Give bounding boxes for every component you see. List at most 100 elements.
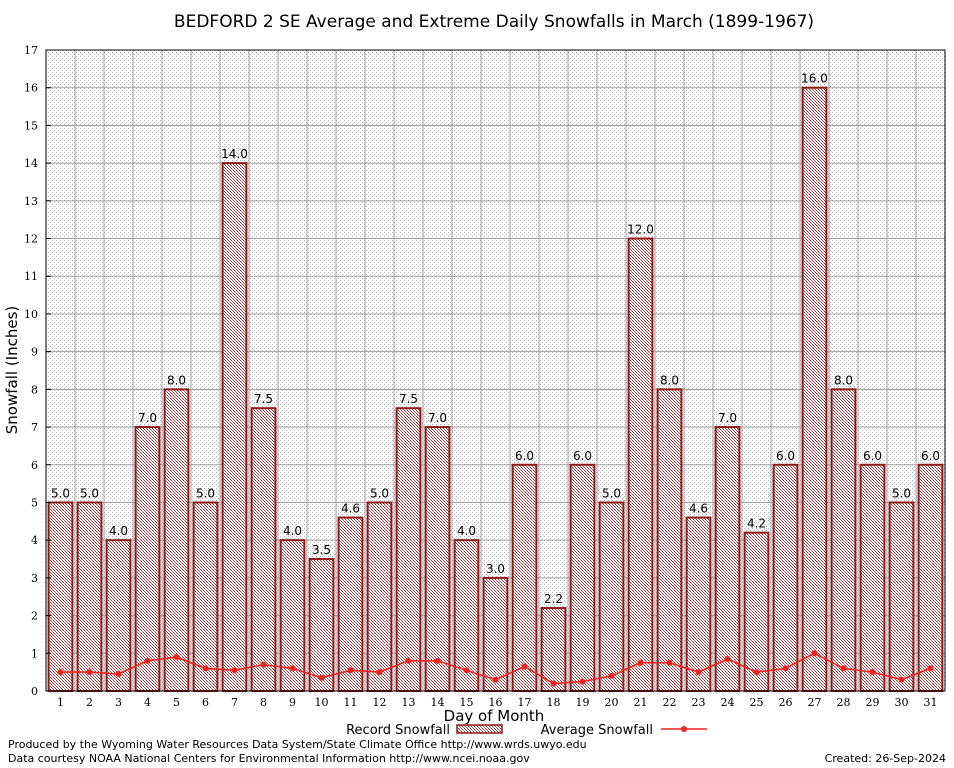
bar	[859, 463, 886, 692]
average-point	[144, 657, 151, 664]
bar-value-label: 5.0	[892, 486, 911, 500]
bar-value-label: 8.0	[834, 373, 853, 387]
average-point	[666, 659, 673, 666]
bar	[772, 463, 799, 692]
x-tick-label: 9	[289, 696, 296, 709]
x-tick-label: 13	[402, 696, 416, 709]
x-tick-label: 19	[576, 696, 590, 709]
x-tick-label: 21	[634, 696, 648, 709]
bar-labels-group: 5.0 5.0 4.0 7.0 8.0 5.0 14.0 7.5 4.0 3.5 4.6 5.0 7.5…	[51, 72, 940, 606]
bar	[192, 501, 219, 692]
x-tick-label: 5	[173, 696, 180, 709]
average-point	[115, 671, 122, 678]
x-tick-label: 10	[315, 696, 329, 709]
y-tick-label: 7	[31, 421, 38, 434]
x-tick-label: 18	[547, 696, 561, 709]
average-point	[347, 667, 354, 674]
bar	[801, 86, 828, 693]
bar-value-label: 4.0	[109, 524, 128, 538]
bar-value-label: 4.0	[283, 524, 302, 538]
bar	[395, 407, 422, 692]
y-tick-label: 13	[24, 195, 38, 208]
average-point	[782, 665, 789, 672]
average-point	[840, 665, 847, 672]
y-tick-label: 11	[24, 270, 38, 283]
x-tick-label: 8	[260, 696, 267, 709]
chart-title: BEDFORD 2 SE Average and Extreme Daily S…	[174, 12, 814, 32]
bar-value-label: 16.0	[801, 72, 828, 86]
average-point	[86, 669, 93, 676]
average-point	[492, 676, 499, 683]
x-tick-label: 1	[57, 696, 64, 709]
bar-value-label: 14.0	[221, 147, 248, 161]
x-tick-label: 15	[460, 696, 474, 709]
x-tick-label: 12	[373, 696, 387, 709]
bar	[337, 516, 364, 692]
legend-swatch-record	[456, 724, 503, 734]
x-tick-label: 29	[866, 696, 880, 709]
y-tick-label: 1	[31, 647, 38, 660]
bar	[134, 426, 161, 692]
bar	[163, 388, 190, 692]
bar-value-label: 4.0	[457, 524, 476, 538]
x-tick-label: 23	[692, 696, 706, 709]
bar	[888, 501, 915, 692]
bar-value-label: 6.0	[573, 449, 592, 463]
x-tick-label: 3	[115, 696, 122, 709]
bar-value-label: 2.2	[544, 592, 563, 606]
y-tick-label: 10	[24, 308, 38, 321]
y-tick-label: 9	[31, 346, 38, 359]
bar-value-label: 6.0	[921, 449, 940, 463]
x-tick-label: 26	[779, 696, 793, 709]
plot-frame	[45, 49, 946, 692]
bar	[308, 558, 335, 692]
x-tick-label: 16	[489, 696, 503, 709]
y-tick-label: 12	[24, 233, 38, 246]
y-tick-label: 6	[31, 459, 38, 472]
bar	[656, 388, 683, 692]
average-point	[869, 669, 876, 676]
bar	[366, 501, 393, 692]
bar-value-label: 3.0	[486, 562, 505, 576]
bar-value-label: 8.0	[660, 373, 679, 387]
average-point	[550, 680, 557, 687]
legend: Record Snowfall Average Snowfall	[346, 723, 707, 738]
average-point	[202, 665, 209, 672]
x-tick-label: 2	[86, 696, 93, 709]
y-axis-label: Snowfall (Inches)	[3, 306, 21, 434]
average-point	[405, 657, 412, 664]
y-tick-label: 4	[31, 534, 38, 547]
average-point	[434, 657, 441, 664]
average-point	[57, 669, 64, 676]
y-tick-label: 2	[31, 610, 38, 623]
legend-marker-average	[681, 726, 687, 732]
bar-value-label: 6.0	[863, 449, 882, 463]
y-tick-label: 16	[24, 82, 38, 95]
x-tick-label: 22	[663, 696, 677, 709]
y-tick-label: 15	[24, 119, 38, 132]
bar-value-label: 8.0	[167, 373, 186, 387]
y-tick-label: 5	[31, 496, 38, 509]
x-tick-label: 14	[431, 696, 445, 709]
bar	[105, 539, 132, 692]
average-point	[927, 665, 934, 672]
average-point	[289, 665, 296, 672]
bar	[424, 426, 451, 692]
x-tick-label: 28	[837, 696, 851, 709]
average-point	[260, 661, 267, 668]
average-point	[173, 654, 180, 661]
footer-source: Data courtesy NOAA National Centers for …	[8, 752, 530, 765]
bar-value-label: 5.0	[196, 486, 215, 500]
bar-value-label: 4.6	[689, 502, 708, 516]
average-point	[724, 655, 731, 662]
bar	[47, 501, 74, 692]
bar-value-label: 4.2	[747, 517, 766, 531]
average-point	[521, 663, 528, 670]
bar	[598, 501, 625, 692]
bar	[511, 463, 538, 692]
bar	[743, 531, 770, 693]
y-tick-label: 0	[31, 685, 38, 698]
average-point	[579, 678, 586, 685]
